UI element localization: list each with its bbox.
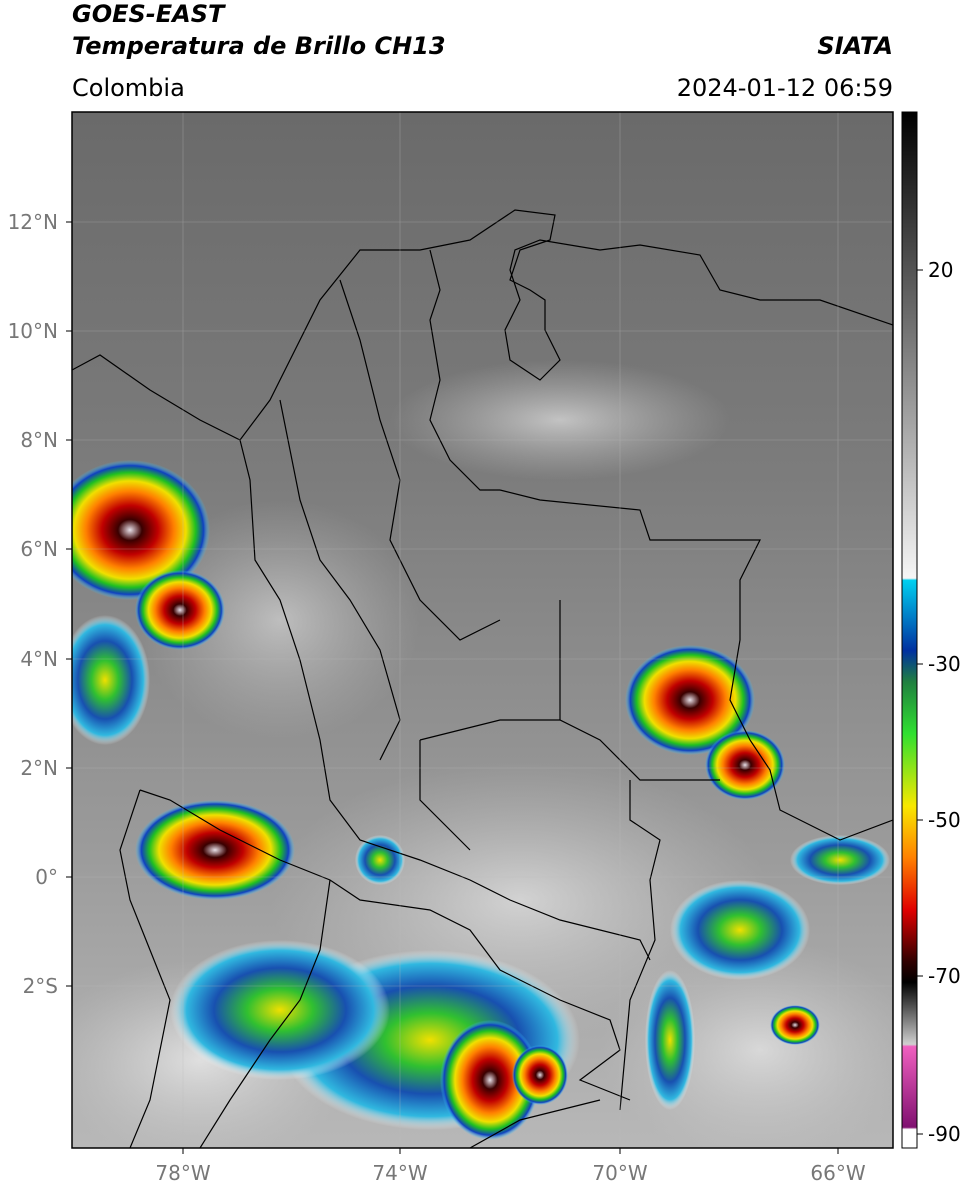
lat-label: 2°N xyxy=(20,756,58,780)
colorbar-label: -50 xyxy=(928,808,961,832)
lat-label: 8°N xyxy=(20,428,58,452)
grid xyxy=(72,112,893,1148)
colorbar-label: -30 xyxy=(928,652,961,676)
colorbar-label: 20 xyxy=(928,258,953,282)
lon-label: 78°W xyxy=(155,1161,210,1185)
title: GOES-EAST xyxy=(72,0,226,28)
colorbar-label: -70 xyxy=(928,964,961,988)
subtitle: Temperatura de Brillo CH13 xyxy=(72,32,446,60)
lat-label: 10°N xyxy=(8,319,58,343)
colorbar xyxy=(901,111,918,1149)
lat-label: 12°N xyxy=(8,210,58,234)
map-frame xyxy=(71,111,894,1149)
lat-label: 2°S xyxy=(23,974,58,998)
satellite-image xyxy=(72,112,893,1148)
datetime: 2024-01-12 06:59 xyxy=(677,74,893,102)
lon-label: 74°W xyxy=(372,1161,427,1185)
map-axes: 12°N 10°N 8°N 6°N 4°N 2°N 0° 2°S 78°W 74°W 70°W 66°… xyxy=(8,210,866,1185)
colorbar-ticks: 20 -30 -50 -70 -90 xyxy=(917,258,961,1146)
lat-label: 6°N xyxy=(20,537,58,561)
region: Colombia xyxy=(72,74,185,102)
lat-label: 4°N xyxy=(20,647,58,671)
lon-label: 66°W xyxy=(810,1161,865,1185)
source: SIATA xyxy=(817,32,893,60)
lon-label: 70°W xyxy=(592,1161,647,1185)
lat-label: 0° xyxy=(35,865,58,889)
colorbar-label: -90 xyxy=(928,1122,961,1146)
